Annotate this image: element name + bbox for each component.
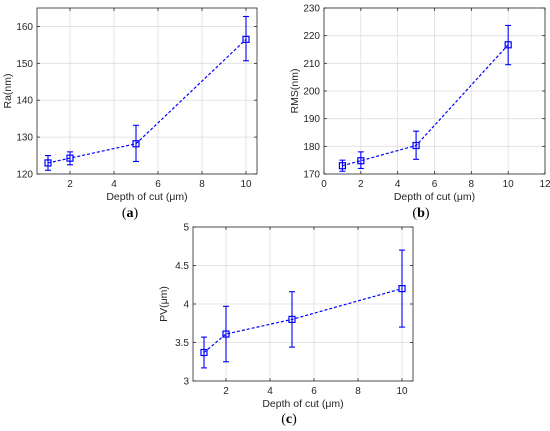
data-point: [338, 162, 347, 170]
y-tick-label: 180: [303, 142, 320, 153]
y-tick-label: 4.5: [175, 261, 189, 272]
y-tick-label: 5: [183, 223, 189, 234]
panel-label: (b): [412, 206, 429, 221]
chart-panel-b: 0 2 4 6 8 10 12 170 180 190 200 210 220 230 Depth of c…: [289, 4, 550, 222]
y-tick-label: 140: [16, 96, 33, 107]
y-tick-label: 160: [16, 22, 33, 33]
x-tick-label: 4: [267, 386, 273, 397]
x-axis-label: Depth of cut (μm): [106, 191, 187, 203]
x-tick-label: 8: [199, 179, 205, 190]
data-point: [357, 157, 365, 165]
series-line: [47, 38, 247, 164]
panel-label: (c): [281, 412, 297, 427]
data-point: [398, 285, 406, 293]
data-point: [412, 141, 420, 150]
x-tick-label: 12: [539, 179, 550, 190]
y-tick-label: 150: [16, 59, 33, 70]
y-tick-label: 3: [183, 377, 189, 388]
axes-box: [36, 7, 258, 175]
x-tick-label: 2: [67, 179, 73, 190]
series-line: [342, 44, 509, 167]
y-tick-label: 130: [16, 133, 33, 144]
y-tick-label: 190: [303, 114, 320, 125]
x-tick-label: 2: [223, 386, 229, 397]
x-axis-label: Depth of cut (μm): [394, 191, 475, 203]
x-tick-label: 6: [155, 179, 161, 190]
x-axis-label: Depth of cut (μm): [262, 398, 343, 410]
y-tick-label: 4: [183, 300, 189, 311]
data-point: [66, 154, 74, 162]
plot-area: [37, 8, 257, 174]
y-tick-label: 200: [303, 87, 320, 98]
y-tick-label: 120: [16, 170, 33, 181]
chart-panel-a: 2 4 6 8 10 120 130 140 150 160 Depth of cut (μm) Ra…: [2, 7, 258, 221]
data-point: [288, 315, 296, 323]
data-point: [200, 348, 208, 357]
x-tick-label: 10: [240, 179, 252, 190]
y-axis-label: RMS(nm): [289, 69, 301, 114]
x-tick-label: 8: [355, 386, 361, 397]
x-tick-label: 8: [469, 179, 475, 190]
y-tick-label: 230: [303, 4, 320, 15]
y-tick-label: 220: [303, 31, 320, 42]
x-tick-label: 6: [432, 179, 438, 190]
x-tick-label: 10: [503, 179, 515, 190]
x-tick-label: 4: [111, 179, 117, 190]
y-axis-label: PV(μm): [158, 286, 170, 322]
x-tick-label: 2: [358, 179, 364, 190]
x-tick-label: 4: [395, 179, 401, 190]
y-tick-label: 170: [303, 170, 320, 181]
data-point: [242, 35, 250, 43]
data-point: [44, 159, 52, 167]
y-tick-label: 210: [303, 59, 320, 70]
data-point: [504, 41, 512, 49]
panel-label: (a): [122, 206, 139, 221]
x-tick-label: 0: [321, 179, 327, 190]
y-axis-label: Ra(nm): [2, 73, 14, 108]
x-tick-label: 6: [311, 386, 317, 397]
series-line: [203, 288, 403, 353]
x-tick-label: 10: [396, 386, 408, 397]
data-point: [222, 330, 230, 338]
chart-panel-c: 2 4 6 8 10 3 3.5 4 4.5 5 Depth of cut (μm) PV(μm) (c…: [158, 223, 414, 427]
data-point: [132, 140, 140, 148]
y-tick-label: 3.5: [175, 338, 189, 349]
